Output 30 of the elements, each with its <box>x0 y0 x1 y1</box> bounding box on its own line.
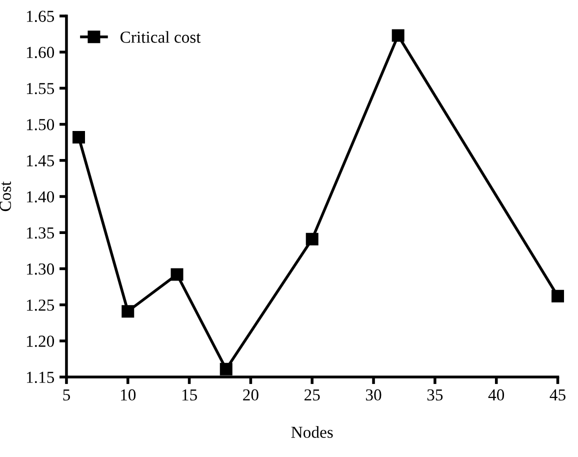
x-tick-label: 45 <box>550 389 566 401</box>
y-tick-label: 1.60 <box>26 46 54 58</box>
y-tick-label: 1.30 <box>26 263 54 275</box>
y-tick-label: 1.20 <box>26 336 54 347</box>
y-tick-label: 1.45 <box>26 155 54 166</box>
x-tick-label: 25 <box>304 389 320 401</box>
y-tick-label: 1.50 <box>26 119 54 130</box>
y-tick-label: 1.25 <box>26 300 54 311</box>
y-tick-label: 1.35 <box>26 227 54 239</box>
x-tick-label: 10 <box>121 389 136 401</box>
y-tick-label: 1.15 <box>26 372 54 384</box>
x-axis-title: Nodes <box>291 426 333 438</box>
point <box>306 232 318 246</box>
y-tick-label: 1.55 <box>26 82 54 94</box>
point <box>220 362 232 376</box>
point <box>170 268 184 281</box>
y-axis-title: Cost <box>0 181 11 212</box>
x-tick-label: 15 <box>182 389 197 401</box>
y-tick-label: 1.40 <box>26 191 54 203</box>
x-tick-label: 20 <box>243 389 258 401</box>
point <box>122 305 134 318</box>
x-tick-label: 30 <box>366 389 382 401</box>
point <box>552 290 564 302</box>
x-tick-label: 40 <box>488 389 504 401</box>
y-tick-label: 1.65 <box>26 10 54 22</box>
x-tick-label: 35 <box>427 389 443 401</box>
legend-label: Critical cost <box>120 31 201 43</box>
point <box>72 131 86 144</box>
point <box>392 29 404 42</box>
x-tick-label: 5 <box>63 389 70 401</box>
